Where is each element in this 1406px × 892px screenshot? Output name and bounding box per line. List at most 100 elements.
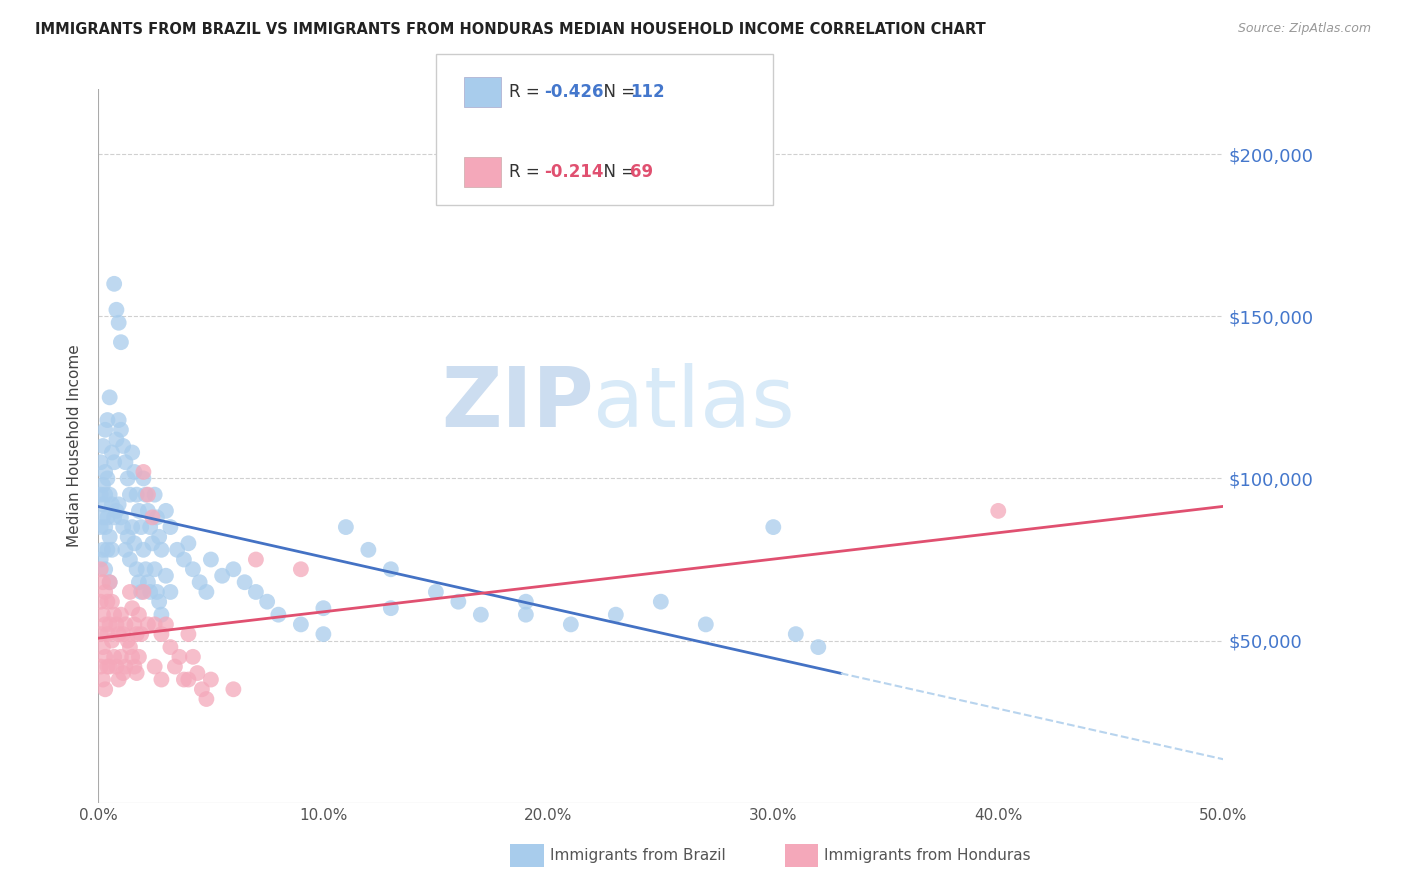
Point [150,607,173,622]
Point [132,471,155,485]
Point [96,542,118,557]
Text: Immigrants from Brazil: Immigrants from Brazil [550,848,725,863]
Point [256,595,278,609]
Point [128,607,150,622]
Point [186,666,208,681]
Point [762,520,785,534]
Point [90,455,112,469]
Point [98,530,121,544]
Point [173,552,195,566]
Point [98,488,121,502]
Point [94,682,117,697]
Point [91,510,114,524]
Point [128,575,150,590]
Text: R =: R = [509,163,546,181]
Point [173,673,195,687]
Point [114,542,136,557]
Point [143,488,166,502]
Text: IMMIGRANTS FROM BRAZIL VS IMMIGRANTS FROM HONDURAS MEDIAN HOUSEHOLD INCOME CORRE: IMMIGRANTS FROM BRAZIL VS IMMIGRANTS FRO… [35,22,986,37]
Point [233,575,256,590]
Point [335,520,357,534]
Point [90,595,112,609]
Point [124,659,146,673]
Point [380,601,402,615]
Point [98,617,121,632]
Point [125,562,148,576]
Point [91,640,114,654]
Point [110,649,132,664]
Point [150,673,173,687]
Text: R =: R = [509,83,546,101]
Point [132,465,155,479]
Point [103,607,125,622]
Point [105,302,128,317]
Point [136,504,159,518]
Point [132,542,155,557]
Text: N =: N = [593,163,641,181]
Text: 69: 69 [630,163,652,181]
Point [107,316,129,330]
Point [515,595,537,609]
Point [110,335,132,350]
Point [136,575,159,590]
Point [90,552,112,566]
Point [150,542,173,557]
Point [98,390,121,404]
Point [94,649,117,664]
Point [96,471,118,485]
Point [267,607,290,622]
Point [200,552,222,566]
Point [136,488,159,502]
Point [91,542,114,557]
Point [124,465,146,479]
Point [143,659,166,673]
Point [107,627,129,641]
Point [222,562,245,576]
Text: -0.214: -0.214 [544,163,603,181]
Point [103,277,125,291]
Point [110,607,132,622]
Text: Immigrants from Honduras: Immigrants from Honduras [824,848,1031,863]
Point [155,504,177,518]
Point [96,595,118,609]
Point [125,627,148,641]
Point [129,585,152,599]
Point [114,455,136,469]
Point [129,520,152,534]
Point [290,562,312,576]
Point [91,607,114,622]
Point [159,520,181,534]
Point [101,542,124,557]
Text: Source: ZipAtlas.com: Source: ZipAtlas.com [1237,22,1371,36]
Point [148,595,170,609]
Point [188,575,211,590]
Point [117,471,139,485]
Point [98,575,121,590]
Point [96,659,118,673]
Point [177,627,200,641]
Point [124,617,146,632]
Point [181,562,204,576]
Point [312,601,335,615]
Point [98,659,121,673]
Point [245,552,267,566]
Point [90,488,112,502]
Point [143,562,166,576]
Point [114,617,136,632]
Point [155,617,177,632]
Point [96,627,118,641]
Point [136,617,159,632]
Point [290,617,312,632]
Point [195,692,218,706]
Point [118,552,141,566]
Point [141,536,163,550]
Point [94,465,117,479]
Point [128,504,150,518]
Point [169,649,191,664]
Text: N =: N = [593,83,641,101]
Point [118,585,141,599]
Point [128,649,150,664]
Point [94,585,117,599]
Point [135,488,157,502]
Point [112,439,135,453]
